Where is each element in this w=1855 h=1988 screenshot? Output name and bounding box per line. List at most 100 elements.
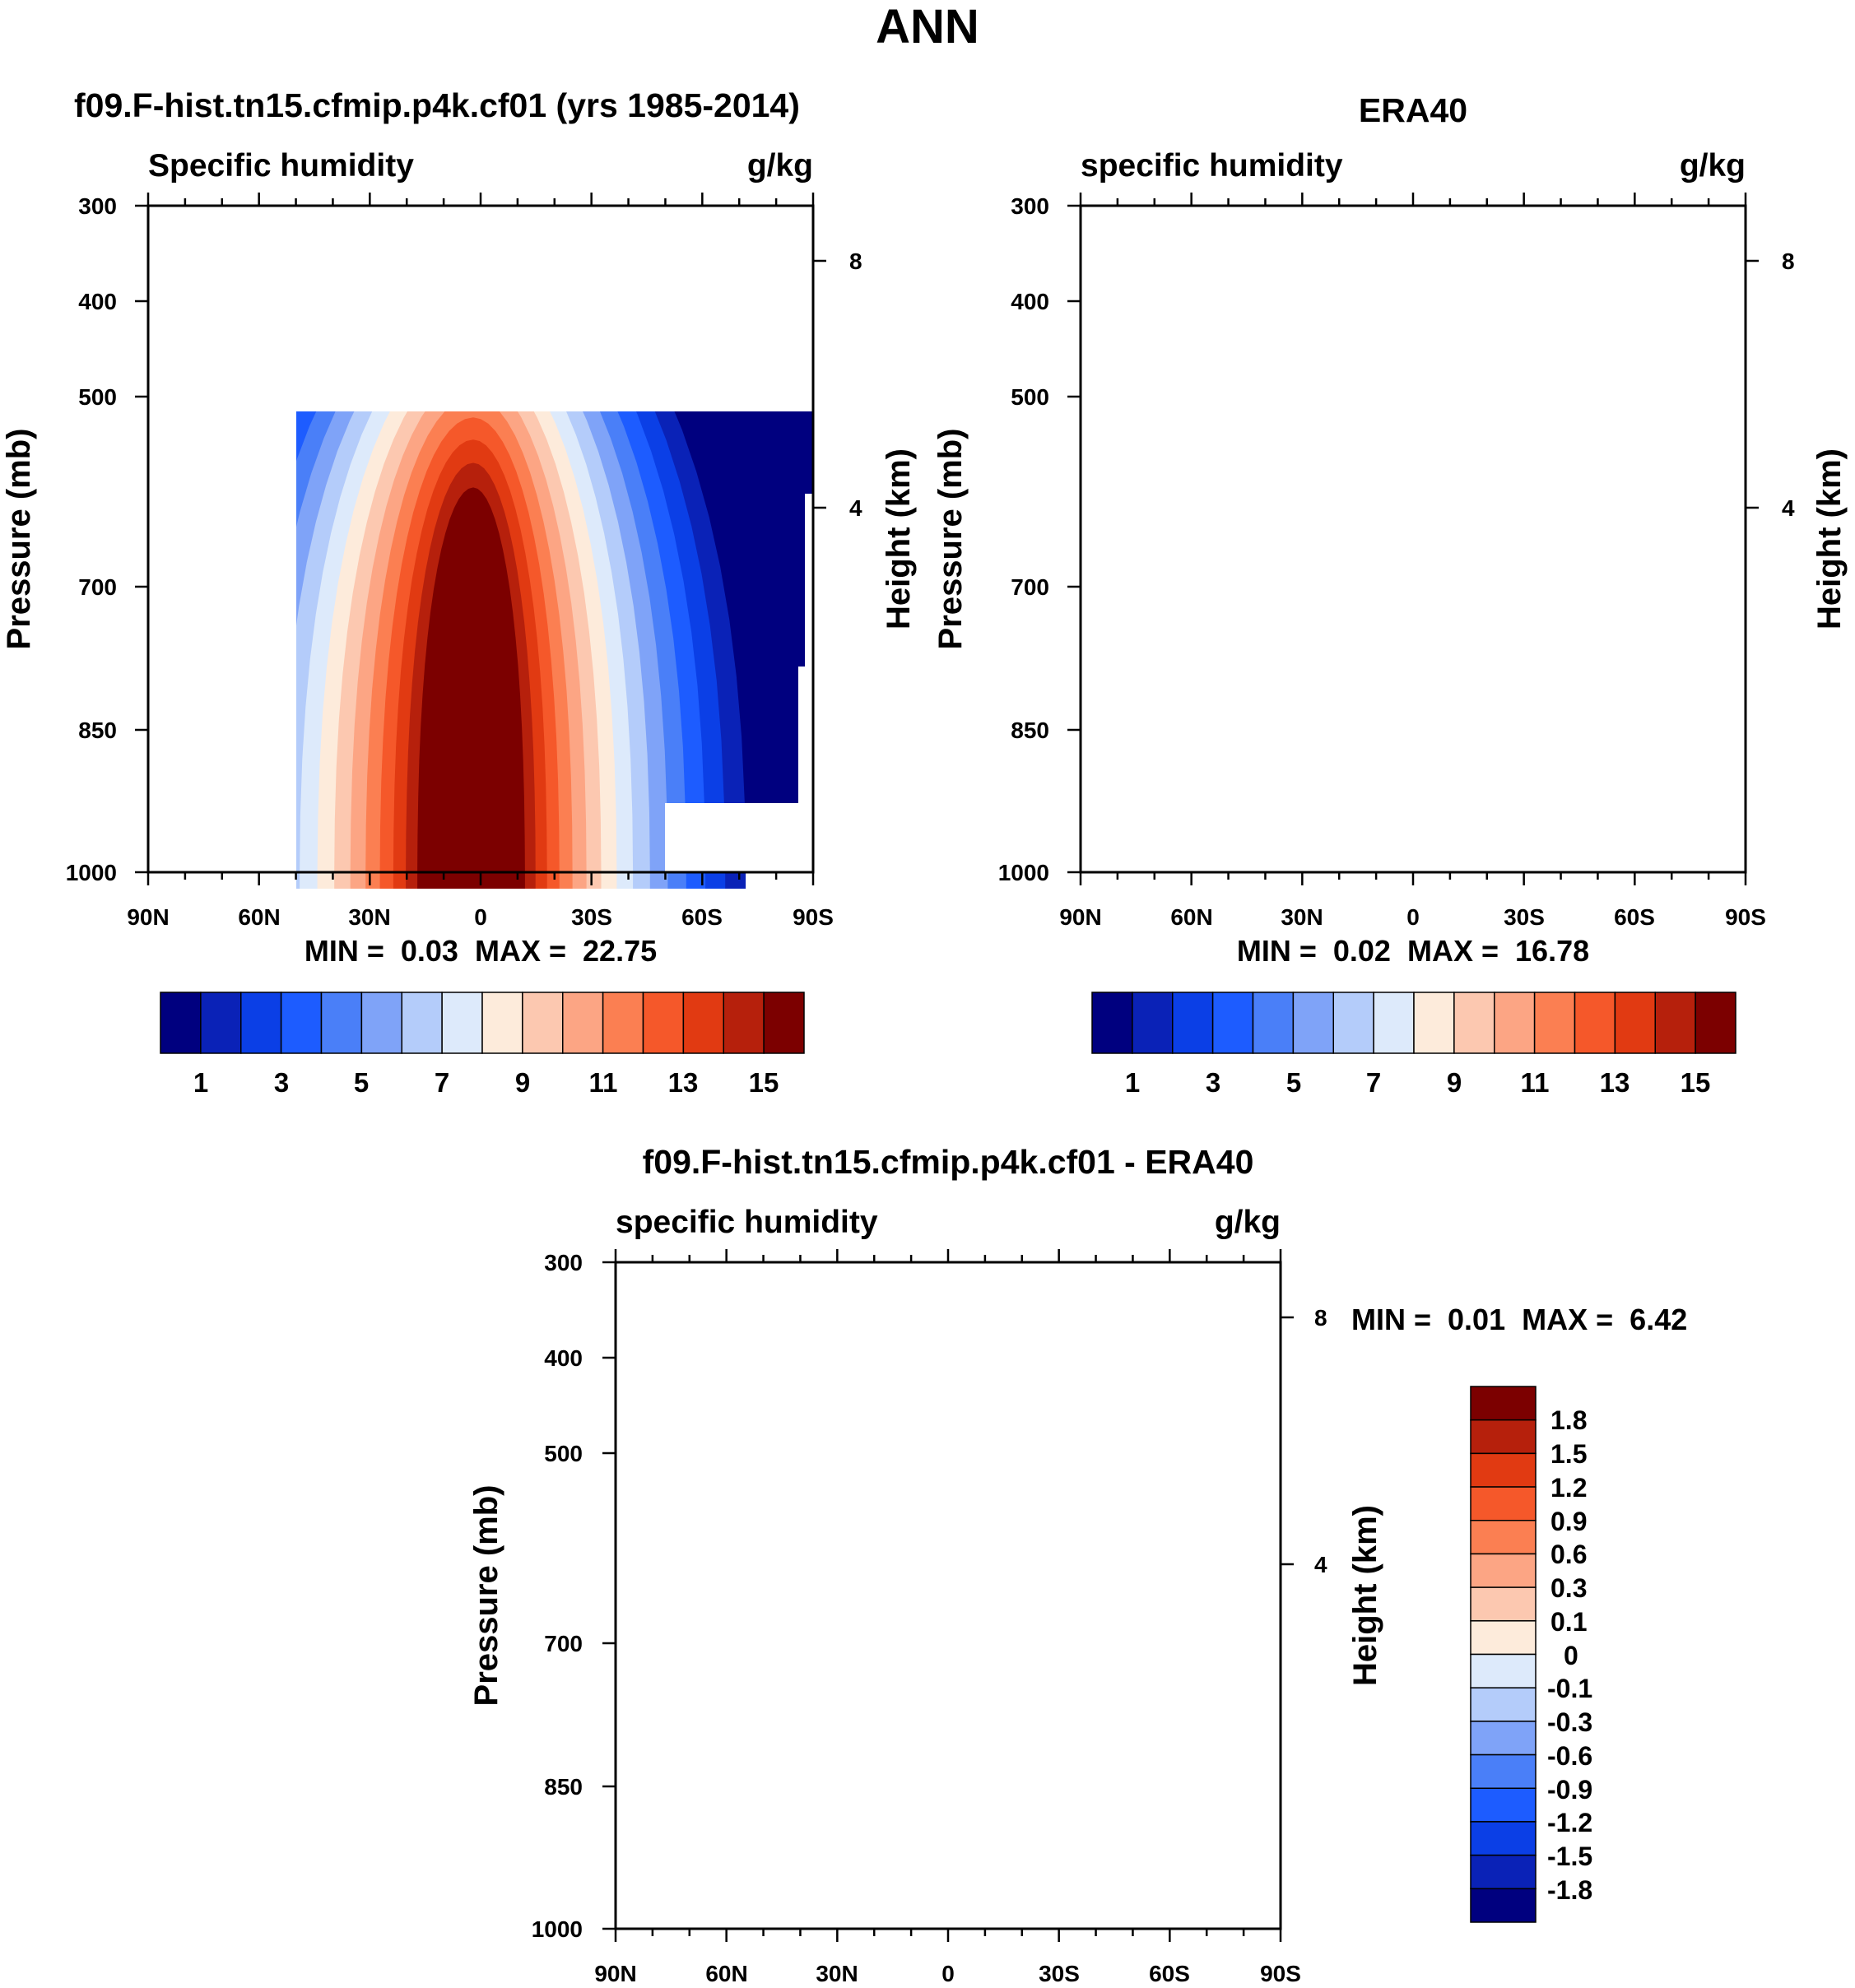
colorbar-box [401, 992, 443, 1054]
y-tick-label: 1000 [532, 1916, 583, 1942]
right-axis-label: Height (km) [1347, 1505, 1383, 1686]
colorbar-label: -1.5 [1547, 1842, 1592, 1871]
y-tick-label: 300 [544, 1250, 583, 1275]
contour-fill [296, 411, 813, 889]
colorbar-box [481, 992, 523, 1054]
y-tick-labels: 300 400 500 700 850 1000 [66, 193, 117, 885]
colorbar-box [1470, 1787, 1537, 1823]
contour-band [753, 1383, 1143, 1945]
x-tick-label: 30S [1039, 1961, 1080, 1986]
units-label: g/kg [1215, 1205, 1281, 1240]
contour-band [1346, 485, 1449, 889]
height-tick-label: 4 [849, 495, 862, 521]
colorbar-labels: 1.8 1.5 1.2 0.9 0.6 0.3 0.1 0 -0.1 -0.3 … [1547, 1405, 1592, 1905]
colorbar-label: 13 [1600, 1067, 1630, 1098]
min-max-label: MIN = 0.03 MAX = 22.75 [305, 934, 657, 968]
y-tick-labels: 300 400 500 700 850 1000 [532, 1250, 583, 1942]
x-tick-label: 60S [1149, 1961, 1190, 1986]
colorbar-box [1574, 992, 1616, 1054]
x-tick-labels: 90N 60N 30N 0 30S 60S 90S [127, 904, 834, 930]
height-tick-label: 8 [1314, 1305, 1327, 1331]
colorbar-box [320, 992, 363, 1054]
x-tick-label: 90N [1059, 904, 1101, 930]
colorbar [160, 992, 805, 1054]
colorbar-box [1470, 1586, 1537, 1622]
colorbar-label: 1 [193, 1067, 208, 1098]
contour-band [800, 1428, 1096, 1945]
contour-band [662, 1316, 1233, 1945]
colorbar-box [1470, 1419, 1537, 1455]
colorbar-box [1470, 1620, 1537, 1656]
colorbar-label: 7 [1366, 1067, 1381, 1098]
y-tick-label: 400 [1011, 289, 1049, 314]
contour-band [1292, 393, 1491, 889]
colorbar-box [1373, 992, 1415, 1054]
colorbar [1470, 1386, 1537, 1923]
x-tick-label: 90S [1725, 904, 1766, 930]
axes [602, 1249, 1294, 1942]
x-tick-label: 60S [681, 904, 723, 930]
contour-band [623, 1290, 1274, 1945]
colorbar-box [723, 992, 765, 1054]
contour-band [737, 1369, 1160, 1945]
x-tick-labels: 90N 60N 30N 0 30S 60S 90S [594, 1961, 1301, 1986]
x-tick-label: 90N [594, 1961, 636, 1986]
plot-frame [1079, 204, 1747, 874]
y-tick-label: 700 [1011, 574, 1049, 600]
y-tick-labels: 300 400 500 700 850 1000 [998, 193, 1049, 885]
contour-band [1389, 662, 1413, 889]
colorbar-box [1494, 992, 1536, 1054]
colorbar-label: 11 [589, 1067, 618, 1098]
colorbar-box [1132, 992, 1174, 1054]
contour-band [815, 1444, 1081, 1945]
contour-band [602, 1278, 1295, 1945]
colorbar-label: 13 [668, 1067, 699, 1098]
colorbar-label: 1.2 [1550, 1473, 1587, 1503]
colorbar-box [1470, 1753, 1537, 1789]
plot-frame [614, 1261, 1282, 1930]
right-axis-label: Height (km) [1811, 448, 1848, 629]
right-axis-label: Height (km) [881, 448, 917, 629]
y-tick-label: 300 [78, 193, 117, 219]
missing-data-mask [665, 798, 813, 872]
colorbar-label: 3 [1206, 1067, 1220, 1098]
colorbar-box [1470, 1721, 1537, 1756]
contour-band [1312, 422, 1476, 889]
min-max-label: MIN = 0.02 MAX = 16.78 [1237, 934, 1589, 968]
contour-band [1360, 521, 1438, 889]
contour-band [769, 1398, 1127, 1946]
colorbar-box [1252, 992, 1295, 1054]
variable-label: specific humidity [616, 1205, 878, 1240]
x-tick-label: 0 [474, 904, 487, 930]
contour-fill [602, 1262, 1295, 1945]
units-label: g/kg [1680, 148, 1746, 183]
x-tick-label: 90S [1260, 1961, 1301, 1986]
contour-band [1329, 453, 1462, 889]
colorbar-box [562, 992, 604, 1054]
colorbar-box [240, 992, 282, 1054]
panel-title: f09.F-hist.tn15.cfmip.p4k.cf01 (yrs 1985… [74, 86, 800, 124]
colorbar-box [1332, 992, 1374, 1054]
colorbar-label: 9 [515, 1067, 530, 1098]
colorbar-box [1614, 992, 1656, 1054]
colorbar-box [1695, 992, 1736, 1054]
colorbar-label: 7 [435, 1067, 449, 1098]
colorbar-box [1470, 1821, 1537, 1856]
colorbar-box [1470, 1553, 1537, 1588]
colorbar-label: 9 [1447, 1067, 1462, 1098]
contour-plot [135, 193, 826, 889]
height-tick-label: 8 [1782, 248, 1795, 274]
colorbar-box [1470, 1854, 1537, 1890]
x-tick-labels: 90N 60N 30N 0 30S 60S 90S [1059, 904, 1766, 930]
colorbar-box [642, 992, 685, 1054]
colorbar-label: 3 [274, 1067, 289, 1098]
x-tick-label: 0 [941, 1961, 955, 1986]
colorbar-box [1470, 1486, 1537, 1521]
axes [1067, 193, 1759, 885]
x-tick-label: 60N [1170, 904, 1212, 930]
colorbar-label: -1.2 [1547, 1808, 1592, 1837]
colorbar-label: 0.9 [1550, 1507, 1587, 1536]
colorbar-box [1533, 992, 1576, 1054]
colorbar-box [441, 992, 483, 1054]
